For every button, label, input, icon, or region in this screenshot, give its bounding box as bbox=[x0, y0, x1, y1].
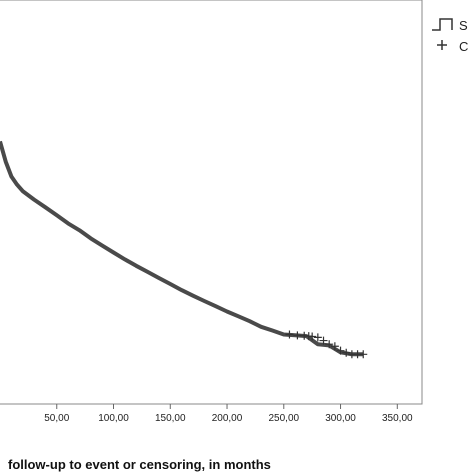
x-tick-label: 150,00 bbox=[155, 413, 186, 424]
censor-mark bbox=[325, 340, 334, 349]
x-tick-label: 250,00 bbox=[268, 413, 299, 424]
censor-mark bbox=[342, 348, 351, 357]
x-tick-label: 350,00 bbox=[382, 413, 413, 424]
plot-frame bbox=[0, 0, 423, 405]
x-tick-label: 300,00 bbox=[325, 413, 356, 424]
legend-label-censored: C bbox=[459, 39, 468, 54]
censor-mark bbox=[319, 336, 328, 345]
censor-mark bbox=[308, 332, 317, 341]
x-axis-label: follow-up to event or censoring, in mont… bbox=[8, 457, 271, 472]
legend: S C bbox=[432, 18, 468, 54]
censor-mark bbox=[359, 350, 368, 359]
censor-mark bbox=[336, 346, 345, 355]
x-tick-label: 200,00 bbox=[212, 413, 243, 424]
legend-step-icon bbox=[432, 18, 453, 31]
censor-mark bbox=[293, 331, 302, 340]
x-ticks-layer: 50,00 100,00 150,00 200,00 250,00 300,00 350,0… bbox=[44, 404, 413, 424]
x-tick-label: 50,00 bbox=[44, 413, 69, 424]
legend-plus-icon bbox=[437, 40, 447, 50]
legend-label-survival: S bbox=[459, 18, 468, 33]
censor-mark bbox=[285, 330, 294, 339]
censor-mark bbox=[330, 342, 339, 351]
censor-marks-layer bbox=[285, 330, 368, 359]
censor-mark bbox=[313, 333, 322, 342]
x-tick-label: 100,00 bbox=[98, 413, 129, 424]
